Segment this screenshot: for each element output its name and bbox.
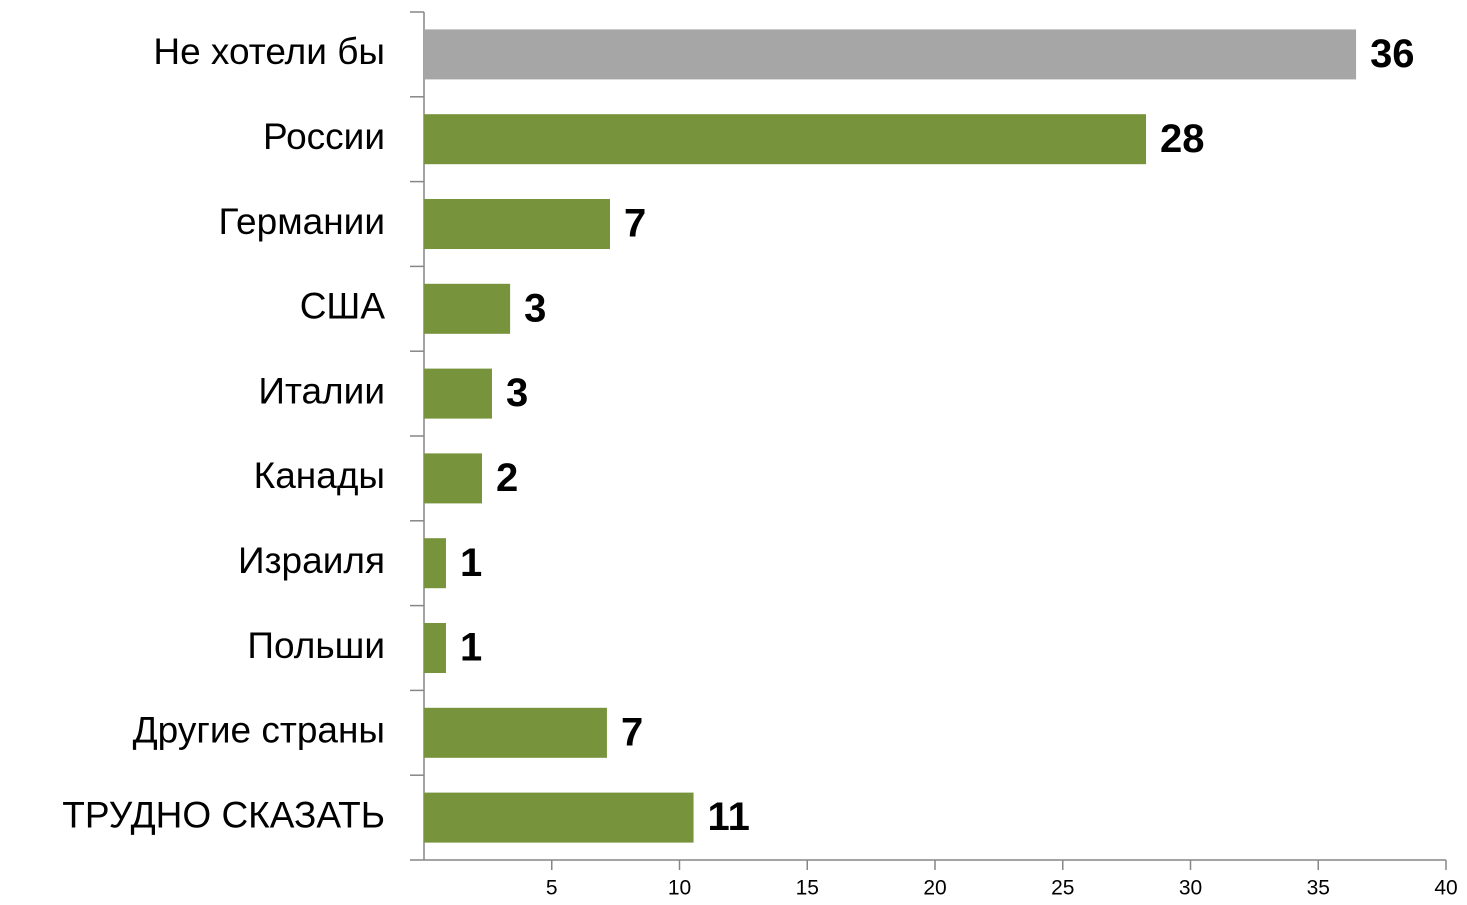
category-label: Германии [219,201,386,242]
value-label: 7 [624,202,646,246]
category-label: Польши [247,625,385,666]
value-label: 7 [621,710,643,754]
x-tick-label: 30 [1179,877,1202,900]
x-tick-label: 35 [1307,877,1330,900]
value-label: 3 [524,286,546,330]
x-tick-label: 40 [1434,877,1457,900]
bar [424,453,482,504]
category-label: России [263,116,385,157]
bar [424,368,492,419]
value-label: 1 [460,541,482,585]
category-label: Не хотели бы [153,31,385,72]
value-label: 28 [1160,117,1205,161]
x-tick-label: 10 [668,877,691,900]
x-tick-label: 20 [923,877,946,900]
value-label: 3 [506,371,528,415]
bar [424,792,694,843]
category-label: ТРУДНО СКАЗАТЬ [62,794,385,835]
bar [424,29,1357,80]
x-tick-label: 5 [546,877,558,900]
x-tick-label: 15 [796,877,819,900]
category-label: Италии [258,370,385,411]
bar [424,707,607,758]
value-label: 36 [1370,32,1415,76]
bar [424,283,511,334]
bar [424,199,611,249]
value-label: 1 [460,626,482,670]
bar [424,623,446,673]
bar [424,114,1147,165]
category-label: США [300,286,386,327]
category-label: Другие страны [133,710,385,751]
value-label: 11 [708,795,750,839]
x-tick-label: 25 [1051,877,1074,900]
value-label: 2 [496,456,518,500]
category-label: Канады [254,455,385,496]
category-label: Израиля [238,540,385,581]
bar [424,538,446,589]
